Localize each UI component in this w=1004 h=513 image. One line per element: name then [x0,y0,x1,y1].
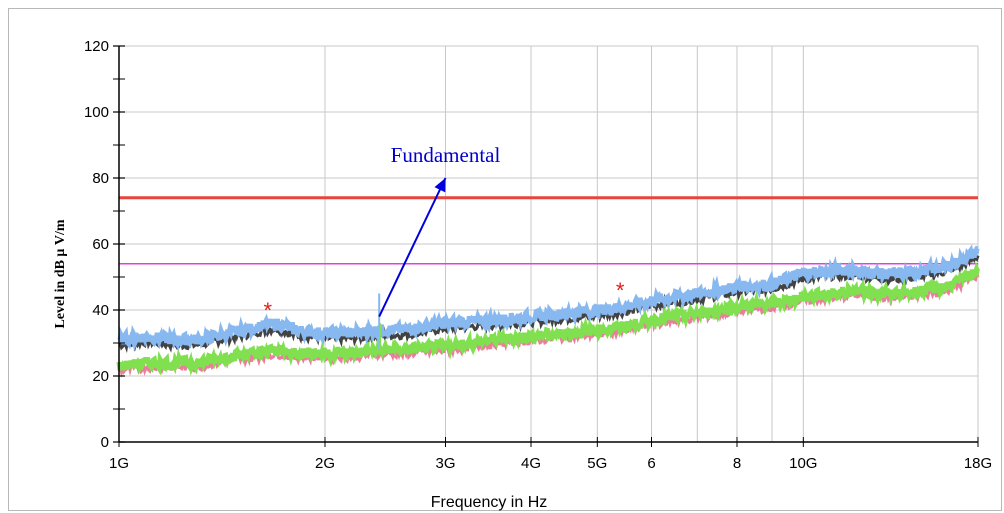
x-tick-label: 3G [435,455,455,472]
axes [113,45,979,447]
chart-frame: 0 20 40 60 80 100 120 1G 2G 3G 4G 5G 6 8 10G 18G * * Fund… [8,8,1002,511]
y-tick-label: 120 [84,38,109,55]
x-tick-label: 4G [521,455,541,472]
y-tick-label: 20 [92,368,109,385]
y-tick-label: 40 [92,302,109,319]
y-tick-label: 60 [92,236,109,253]
annotation-arrowhead [434,178,446,193]
annotations: * * Fundamental [264,143,625,323]
annotation-label: Fundamental [391,143,501,167]
peak-marker: * [264,298,273,323]
x-tick-label: 2G [315,455,335,472]
tick-labels: 0 20 40 60 80 100 120 1G 2G 3G 4G 5G 6 8 10G 18G [84,38,992,472]
series-group [116,244,981,378]
y-axis-title: Level in dB μ V/m [53,219,68,328]
y-tick-label: 100 [84,104,109,121]
emission-chart: 0 20 40 60 80 100 120 1G 2G 3G 4G 5G 6 8 10G 18G * * Fund… [53,38,992,511]
y-tick-label: 0 [101,434,109,451]
annotation-arrow [378,177,447,318]
series-trace [116,261,981,377]
x-tick-label: 8 [733,455,741,472]
x-tick-label: 1G [109,455,129,472]
x-tick-label: 5G [587,455,607,472]
x-axis-title: Frequency in Hz [431,494,548,511]
x-tick-label: 10G [789,455,817,472]
x-tick-label: 18G [964,455,992,472]
series-trace [117,244,980,352]
peak-marker: * [616,278,625,303]
y-tick-label: 80 [92,170,109,187]
x-tick-label: 6 [647,455,655,472]
